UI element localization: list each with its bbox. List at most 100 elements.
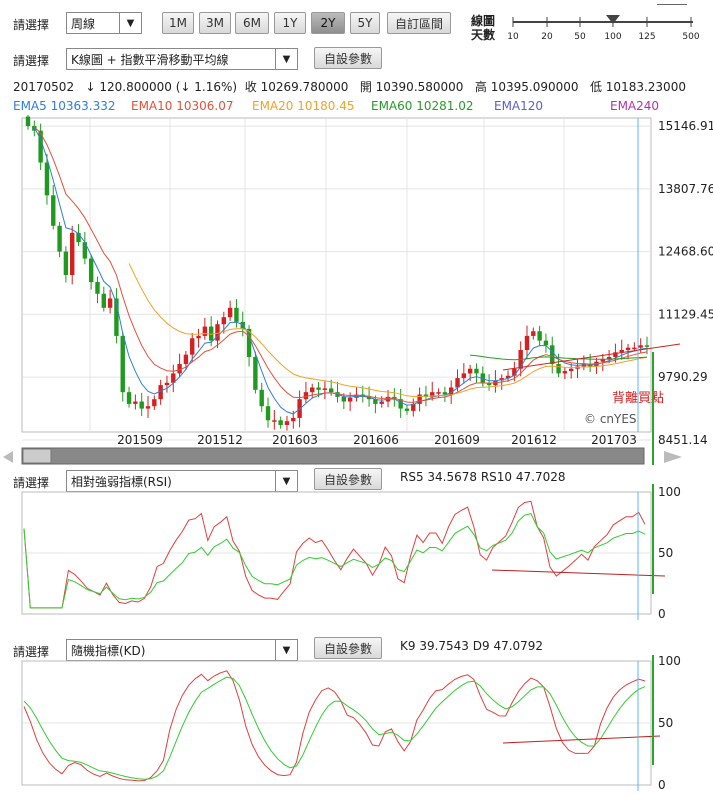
y-tick-label: 13807.76 xyxy=(658,182,713,196)
range-button-5y[interactable]: 5Y xyxy=(350,12,380,34)
price-chart[interactable]: 15146.91 13807.76 12468.60 11129.45 9790.29 8… xyxy=(0,115,713,465)
rsi-chart[interactable]: 100 50 0 xyxy=(0,484,713,624)
ema-legend-item: EMA120 xyxy=(494,99,544,113)
kd-indicator-select[interactable]: 隨機指標(KD) ▼ xyxy=(66,639,298,661)
candle-body xyxy=(537,331,542,341)
candle-body xyxy=(638,345,643,348)
slider-tick-label: 20 xyxy=(541,32,553,42)
candle-body xyxy=(417,394,422,404)
range-button-3m[interactable]: 3M xyxy=(199,12,231,34)
quote-high: 高 10395.090000 xyxy=(474,80,579,94)
range-button-1m[interactable]: 1M xyxy=(162,12,194,34)
days-slider[interactable]: 10 20 50 100 125 500 xyxy=(505,12,705,42)
candle-body xyxy=(322,388,328,390)
candle-body xyxy=(114,298,119,336)
x-tick-label: 201703 xyxy=(591,433,637,447)
ema5-line xyxy=(33,127,648,415)
select-label: 請選擇 xyxy=(13,54,50,68)
candle-body xyxy=(120,335,125,393)
candle-body xyxy=(291,417,296,422)
candle-body xyxy=(347,397,353,402)
candle-body xyxy=(133,401,138,404)
range-button-6m[interactable]: 6M xyxy=(235,12,269,34)
slow-line xyxy=(23,513,646,609)
candle-body xyxy=(448,387,454,395)
candle-body xyxy=(101,293,106,308)
candle-body xyxy=(613,352,618,358)
ema-legend-item: EMA10 10306.07 xyxy=(131,99,234,113)
slider-handle[interactable] xyxy=(606,15,620,24)
candle-body xyxy=(625,347,631,350)
candle-body xyxy=(88,258,94,283)
trend-line xyxy=(491,569,666,577)
scrollbar-track xyxy=(21,447,645,465)
x-tick-label: 201512 xyxy=(197,433,243,447)
candle-body xyxy=(569,368,574,372)
y-tick-label: 0 xyxy=(658,607,666,621)
candle-body xyxy=(341,396,347,402)
slider-tick-label: 100 xyxy=(604,32,621,42)
candle-body xyxy=(436,392,441,394)
candle-body xyxy=(373,399,378,404)
period-select[interactable]: 周線 ▼ xyxy=(66,12,142,34)
y-tick-label: 11129.45 xyxy=(658,307,713,321)
candle-body xyxy=(177,364,182,374)
ema-legend-item: EMA20 10180.45 xyxy=(252,99,355,113)
plot-frame xyxy=(21,117,652,433)
candle-body xyxy=(455,378,460,388)
candle-body xyxy=(524,335,530,350)
x-tick-label: 201603 xyxy=(272,433,318,447)
kd-select-value: 隨機指標(KD) xyxy=(71,643,146,658)
candle-body xyxy=(467,368,473,374)
candle-body xyxy=(246,328,252,358)
candle-body xyxy=(107,298,113,308)
candle-body xyxy=(474,368,479,374)
candle-body xyxy=(499,378,504,381)
quote-change: ↓ 120.800000 (↓ 1.16%) xyxy=(85,80,238,94)
trend-line xyxy=(502,343,681,371)
quote-low: 低 10183.23000 xyxy=(589,80,686,94)
settings-button[interactable]: 自設參數 xyxy=(314,47,382,69)
slider-tick-label: 50 xyxy=(574,32,586,42)
rsi-readout: RS5 34.5678 RS10 47.7028 xyxy=(400,470,566,484)
candle-body xyxy=(379,401,384,404)
candle-body xyxy=(221,317,227,325)
chevron-down-icon: ▼ xyxy=(119,13,141,33)
kd-settings-button[interactable]: 自設參數 xyxy=(314,637,382,659)
candle-body xyxy=(44,162,50,196)
candle-body xyxy=(505,375,511,379)
candle-body xyxy=(95,282,100,294)
period-select-value: 周線 xyxy=(71,16,96,31)
x-tick-label: 201509 xyxy=(117,433,163,447)
candle-body xyxy=(145,406,151,409)
candle-body xyxy=(152,399,157,407)
candle-body xyxy=(644,345,650,347)
chevron-down-icon: ▼ xyxy=(275,49,297,69)
candle-body xyxy=(562,371,568,374)
x-tick-label: 201612 xyxy=(511,433,557,447)
select-label: 請選擇 xyxy=(13,645,50,659)
watermark: © cnYES xyxy=(584,412,637,426)
rsi-select-value: 相對強弱指標(RSI) xyxy=(71,474,172,489)
kd-chart[interactable]: 100 50 0 xyxy=(0,655,713,799)
candle-body xyxy=(171,373,176,383)
rsi-settings-button[interactable]: 自設參數 xyxy=(314,468,382,490)
candle-body xyxy=(310,387,315,393)
ema-legend-item: EMA60 10281.02 xyxy=(371,99,474,113)
scrollbar-thumb xyxy=(22,448,52,464)
line-days-label-2: 天數 xyxy=(471,28,496,42)
candle-body xyxy=(25,116,31,126)
ema-legend-item: EMA5 10363.332 xyxy=(13,99,116,113)
y-tick-label: 8451.14 xyxy=(658,433,708,447)
range-button-2y[interactable]: 2Y xyxy=(311,12,345,34)
candle-body xyxy=(215,324,220,341)
y-tick-label: 100 xyxy=(658,655,681,668)
custom-range-button[interactable]: 自訂區間 xyxy=(387,12,451,34)
slider-tick-label: 10 xyxy=(507,32,519,42)
fast-line xyxy=(23,670,646,782)
trend-line xyxy=(502,735,661,744)
range-button-1y[interactable]: 1Y xyxy=(274,12,306,34)
indicator-select[interactable]: K線圖 + 指數平滑移動平均線 ▼ xyxy=(66,48,298,70)
candle-body xyxy=(328,388,334,393)
candle-body xyxy=(550,345,555,365)
